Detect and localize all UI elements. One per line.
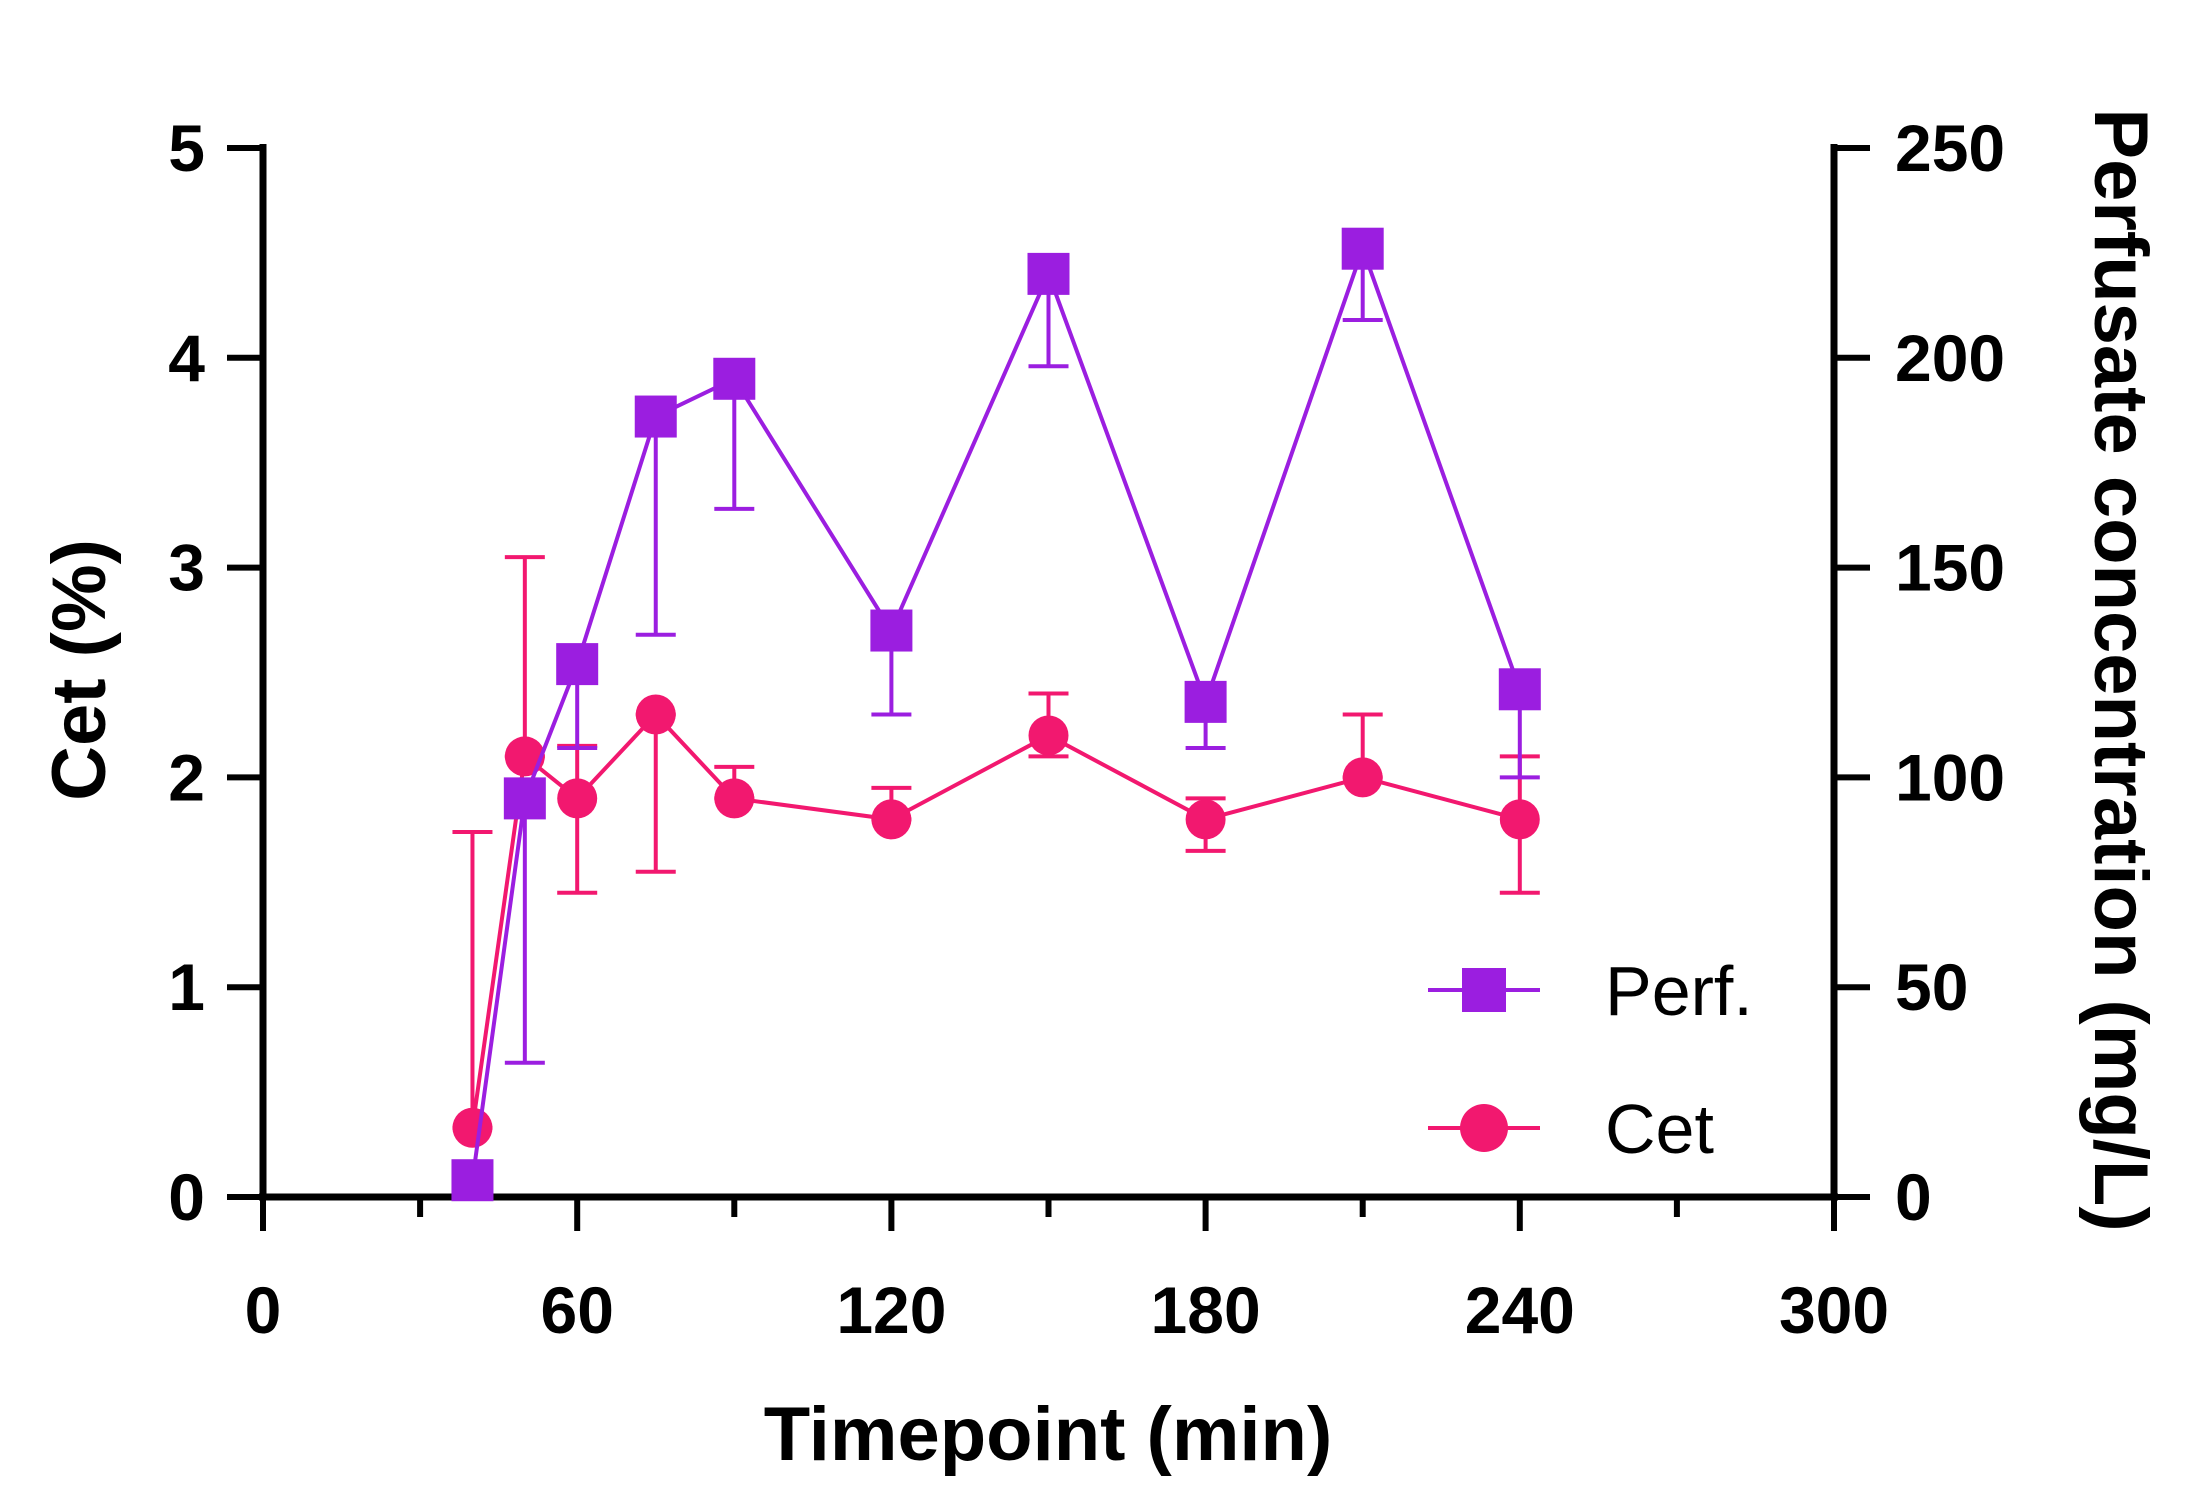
x-tick-label: 0 (245, 1273, 282, 1347)
series-perf (451, 227, 1541, 1202)
x-axis-title: Timepoint (min) (764, 1392, 1333, 1477)
perf-point (1498, 668, 1541, 711)
x-tick-label: 300 (1779, 1273, 1889, 1347)
x-tick-label: 120 (836, 1273, 946, 1347)
y-left-tick-label: 1 (168, 950, 205, 1024)
x-tick-label: 180 (1151, 1273, 1261, 1347)
y-left-tick-label: 0 (168, 1160, 205, 1234)
y-right-tick-label: 50 (1895, 950, 1968, 1024)
perf-point (503, 777, 546, 820)
legend-item-perf: Perf. (1428, 952, 1753, 1030)
y-right-tick-label: 250 (1895, 111, 2005, 185)
perf-point (451, 1159, 494, 1202)
y-left-tick-label: 3 (168, 531, 205, 605)
series (451, 227, 1541, 1202)
x-tick-label: 60 (540, 1273, 613, 1347)
cet-point (635, 694, 676, 735)
y-left-tick-label: 2 (168, 740, 205, 814)
y-right-tick-label: 150 (1895, 531, 2005, 605)
cet-point (1185, 799, 1226, 840)
perf-point (634, 395, 677, 438)
cet-point (871, 799, 912, 840)
perf-point (713, 357, 756, 400)
cet-line (470, 711, 1521, 1129)
legend-perf-marker (1462, 968, 1506, 1012)
y-left-tick-label: 4 (168, 321, 205, 395)
legend-cet-label: Cet (1605, 1090, 1714, 1168)
cet-point (1342, 757, 1383, 798)
y-right-tick-label: 100 (1895, 740, 2005, 814)
legend: Perf. Cet (1428, 952, 1753, 1168)
cet-point (557, 778, 598, 819)
cet-point (452, 1107, 493, 1148)
perf-point (870, 609, 913, 652)
legend-item-cet: Cet (1428, 1090, 1714, 1168)
perf-line (470, 242, 1522, 1181)
cet-point (504, 736, 545, 777)
y-left-axis-title: Cet (%) (37, 539, 122, 801)
cet-point (1499, 799, 1540, 840)
y-right-tick-label: 0 (1895, 1160, 1932, 1234)
y-left-tick-label: 5 (168, 111, 205, 185)
legend-cet-marker (1460, 1104, 1508, 1152)
perf-point (1184, 680, 1227, 723)
y-right-axis-title: Perfusate concentration (mg/L) (2078, 108, 2163, 1231)
perf-point (1027, 252, 1070, 295)
x-tick-label: 240 (1465, 1273, 1575, 1347)
y-right-tick-label: 200 (1895, 321, 2005, 395)
cet-point (1028, 715, 1069, 756)
legend-perf-label: Perf. (1605, 952, 1753, 1030)
perf-point (556, 643, 599, 686)
series-cet (452, 555, 1540, 1148)
cet-point (714, 778, 755, 819)
perf-point (1341, 227, 1384, 270)
